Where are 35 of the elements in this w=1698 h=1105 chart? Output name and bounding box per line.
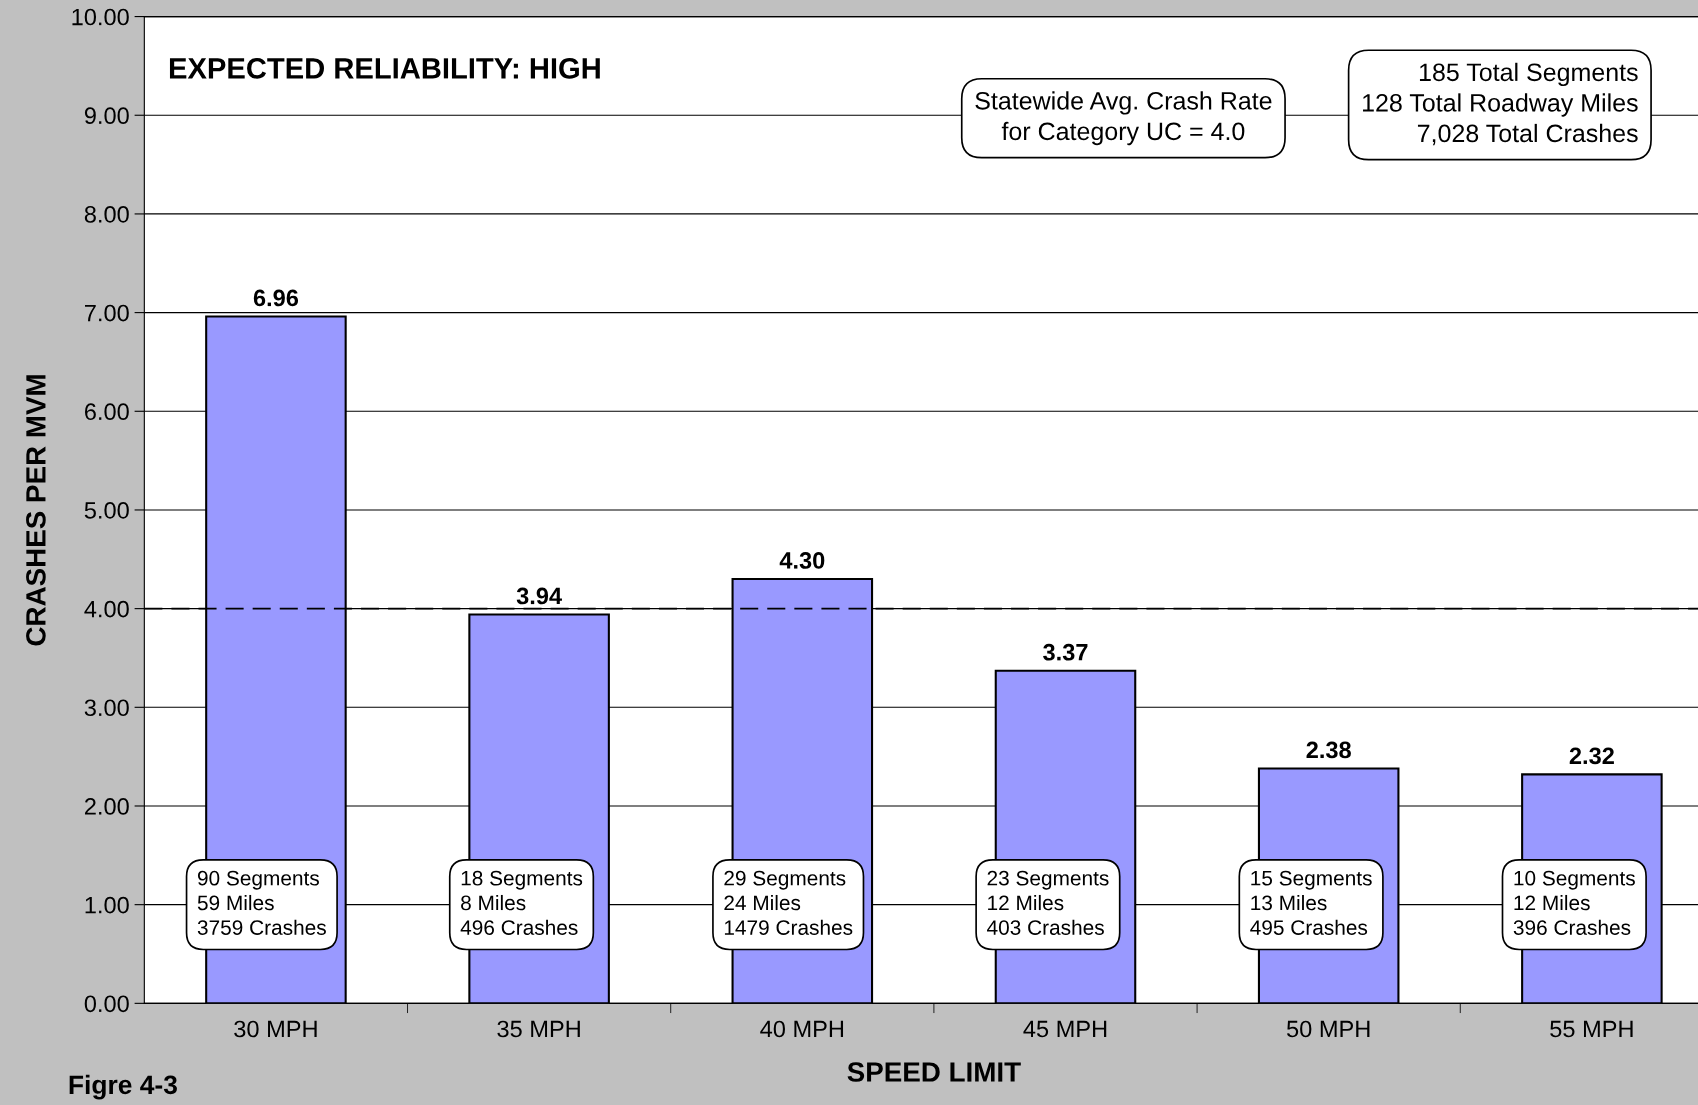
y-tick-label: 7.00 xyxy=(85,304,129,322)
y-tick-label: 1.00 xyxy=(85,896,129,914)
data-label: 2.32 xyxy=(1569,747,1614,765)
y-tick-label: 6.00 xyxy=(85,403,129,421)
annotation: 15 Segments 13 Miles 495 Crashes xyxy=(1250,870,1372,935)
annotation: 185 Total Segments 128 Total Roadway Miles 7,028 Total Crashes xyxy=(1363,62,1638,146)
x-tick-label: 30 MPH xyxy=(234,1020,317,1038)
x-tick-label: 55 MPH xyxy=(1550,1020,1633,1038)
y-tick-label: 8.00 xyxy=(84,206,129,223)
annotation: EXPECTED RELIABILITY: HIGH xyxy=(169,58,600,79)
data-label: 6.96 xyxy=(253,289,299,307)
annotation: 29 Segments 24 Miles 1479 Crashes xyxy=(724,870,853,935)
x-tick-label: 50 MPH xyxy=(1286,1020,1370,1038)
y-tick-label: 9.00 xyxy=(84,107,129,125)
data-label: 2.38 xyxy=(1306,741,1351,759)
x-tick-label: 45 MPH xyxy=(1023,1020,1107,1038)
annotation: 10 Segments 12 Miles 396 Crashes xyxy=(1513,870,1635,935)
y-axis-title: CRASHES PER MVM xyxy=(26,375,46,646)
annotation: 18 Segments 8 Miles 496 Crashes xyxy=(460,870,583,935)
data-label: 4.30 xyxy=(779,552,825,569)
y-tick-label: 5.00 xyxy=(84,502,129,519)
x-tick-label: 35 MPH xyxy=(497,1020,580,1038)
y-tick-label: 2.00 xyxy=(84,798,129,815)
annotation: 23 Segments 12 Miles 403 Crashes xyxy=(987,870,1109,935)
x-axis-title: SPEED LIMIT xyxy=(847,1062,1021,1082)
annotation: Statewide Avg. Crash Rate for Category UC = 4.0 xyxy=(975,91,1272,146)
annotation: 90 Segments 59 Miles 3759 Crashes xyxy=(197,870,326,935)
y-tick-label: 3.00 xyxy=(84,699,129,717)
data-label: 3.94 xyxy=(516,587,562,605)
y-tick-label: 10.00 xyxy=(72,8,129,26)
data-label: 3.37 xyxy=(1043,643,1088,661)
y-tick-label: 0.00 xyxy=(84,995,129,1013)
text: Figre 4-3 xyxy=(69,1074,177,1100)
x-tick-label: 40 MPH xyxy=(760,1020,844,1038)
y-tick-label: 4.00 xyxy=(84,600,129,618)
